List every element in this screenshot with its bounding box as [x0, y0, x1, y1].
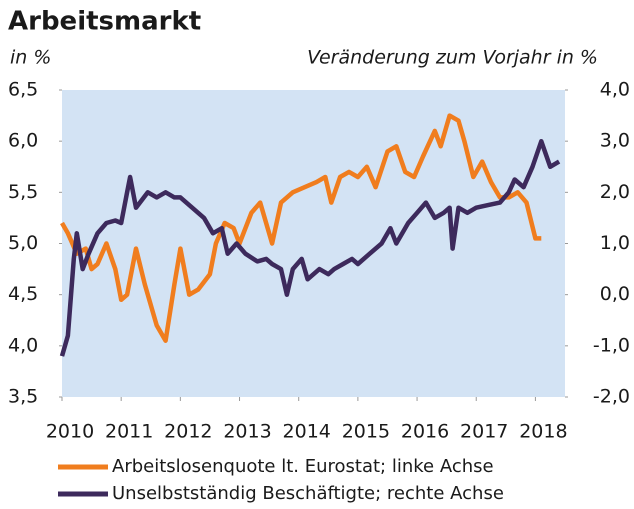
series-line [60, 113, 542, 343]
plot-area [62, 90, 565, 397]
x-tick-label: 2016 [401, 421, 449, 443]
y2-tick-label: 2,0 [600, 181, 630, 203]
x-tick-label: 2017 [460, 421, 508, 443]
y2-tick-label: 0,0 [600, 283, 630, 305]
y-tick-label: 3,5 [8, 386, 38, 408]
y-tick-label: 5,0 [8, 232, 38, 254]
legend-label: Unselbstständig Beschäftigte; rechte Ach… [112, 483, 504, 504]
y-tick-label: 6,5 [8, 79, 38, 101]
y-tick-label: 5,5 [8, 181, 38, 203]
series-line [59, 138, 561, 357]
x-tick-label: 2015 [342, 421, 390, 443]
y-tick-label: 4,0 [8, 334, 38, 356]
y2-tick-label: 3,0 [600, 130, 630, 152]
x-tick-label: 2010 [46, 421, 94, 443]
x-tick-label: 2012 [164, 421, 212, 443]
x-tick-label: 2011 [105, 421, 153, 443]
y2-tick-label: 4,0 [600, 79, 630, 101]
y-tick-label: 4,5 [8, 283, 38, 305]
y2-tick-label: -1,0 [593, 334, 630, 356]
x-tick-label: 2013 [223, 421, 271, 443]
x-tick-label: 2014 [283, 421, 331, 443]
chart-title: Arbeitsmarkt [8, 7, 201, 37]
y-axis-label: in % [10, 47, 51, 69]
y2-tick-label: -2,0 [593, 386, 630, 408]
y2-tick-label: 1,0 [600, 232, 630, 254]
y-tick-label: 6,0 [8, 130, 38, 152]
x-tick-label: 2018 [519, 421, 567, 443]
legend-label: Arbeitslosenquote lt. Eurostat; linke Ac… [112, 456, 494, 477]
y2-axis-label: Veränderung zum Vorjahr in % [307, 47, 598, 69]
